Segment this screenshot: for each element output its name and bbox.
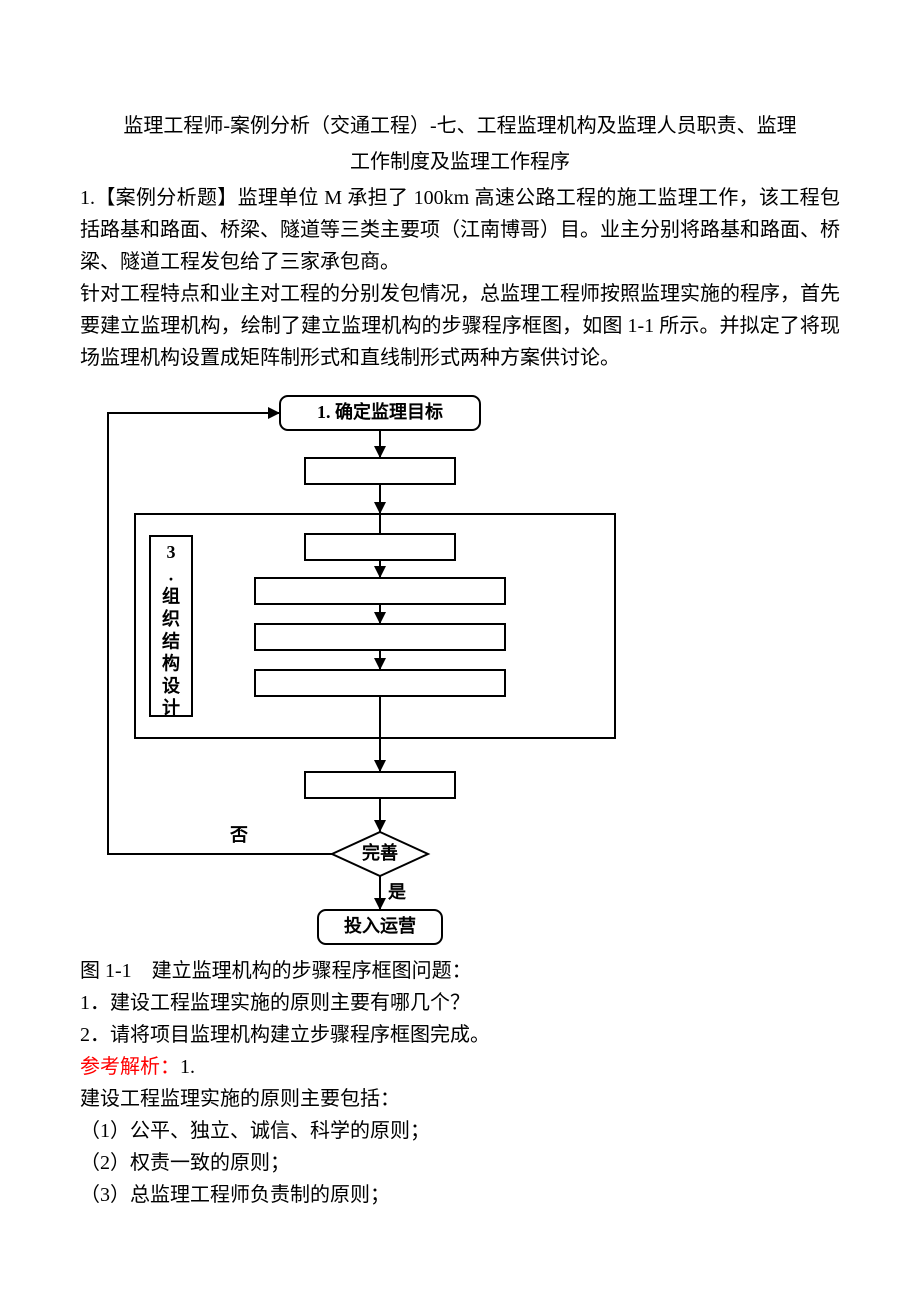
answer-item-3: （3）总监理工程师负责制的原则； [80,1179,840,1211]
flowchart-figure: 3.组织结构设计 1. 确定监理目标投入运营 完善 否是 [80,386,840,951]
question-2: 2．请将项目监理机构建立步骤程序框图完成。 [80,1019,840,1051]
svg-text:组: 组 [162,586,180,607]
svg-text:织: 织 [162,608,180,629]
doc-title-line2: 工作制度及监理工作程序 [80,146,840,178]
answer-item-2: （2）权责一致的原则； [80,1147,840,1179]
svg-text:.: . [169,564,174,584]
answer-line: 参考解析：1. [80,1051,840,1083]
svg-text:1. 确定监理目标: 1. 确定监理目标 [317,401,443,422]
question-1: 1．建设工程监理实施的原则主要有哪几个？ [80,987,840,1019]
doc-title-line1: 监理工程师-案例分析（交通工程）-七、工程监理机构及监理人员职责、监理 [80,110,840,142]
svg-text:计: 计 [162,697,180,718]
flowchart-svg: 3.组织结构设计 1. 确定监理目标投入运营 完善 否是 [80,386,650,951]
svg-text:完善: 完善 [362,842,398,863]
svg-text:3: 3 [167,542,176,562]
answer-item-1: （1）公平、独立、诚信、科学的原则； [80,1115,840,1147]
answer-suffix: 1. [180,1056,195,1078]
figure-caption: 图 1-1 建立监理机构的步骤程序框图问题： [80,955,840,987]
svg-text:投入运营: 投入运营 [344,915,416,936]
svg-text:设: 设 [162,676,180,696]
paragraph-1: 1.【案例分析题】监理单位 M 承担了 100km 高速公路工程的施工监理工作，… [80,182,840,278]
svg-text:是: 是 [387,882,406,902]
svg-text:否: 否 [229,825,248,845]
document-page: 监理工程师-案例分析（交通工程）-七、工程监理机构及监理人员职责、监理 工作制度… [0,0,920,1251]
svg-text:构: 构 [162,653,180,674]
answer-label: 参考解析： [80,1056,180,1078]
paragraph-2: 针对工程特点和业主对工程的分别发包情况，总监理工程师按照监理实施的程序，首先要建… [80,278,840,374]
svg-text:结: 结 [162,630,180,651]
answer-intro: 建设工程监理实施的原则主要包括： [80,1083,840,1115]
